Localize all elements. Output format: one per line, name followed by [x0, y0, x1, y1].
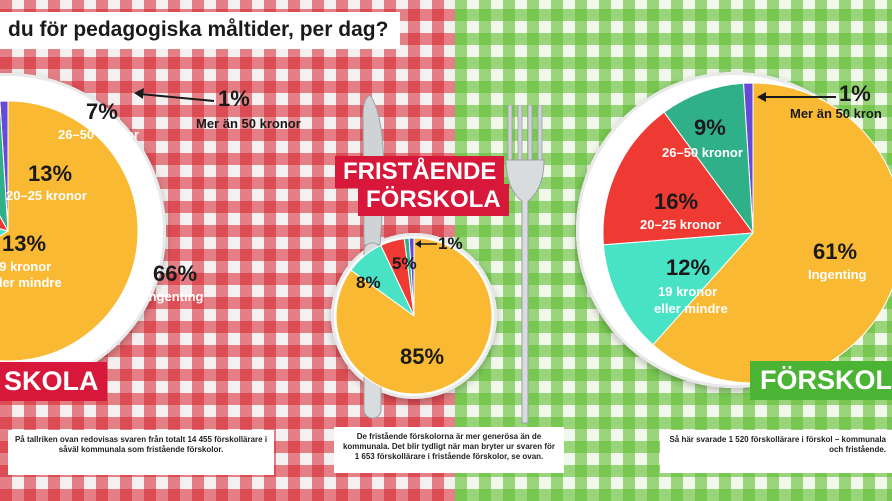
slice-ingenting [335, 237, 493, 395]
middle-note: De fristående förskolorna är mer generös… [334, 427, 564, 473]
left-twentysix-pct: 7% [86, 99, 118, 124]
left-note: På tallriken ovan redovisas svaren från … [8, 430, 274, 475]
right-note: Så här svarade 1 520 förskollärare i för… [660, 430, 892, 473]
right-ingenting-label: Ingenting [808, 267, 867, 282]
slice-ingenting [0, 100, 139, 362]
right-twenty-label: 20–25 kronor [640, 217, 721, 232]
right-twenty-pct: 16% [654, 189, 699, 214]
left-tag: SKOLA [0, 362, 107, 401]
slice-19-or-less [602, 232, 755, 346]
right-fifty-label: Mer än 50 kron [790, 106, 882, 121]
right-fifty-pct: 1% [839, 81, 871, 106]
left-fifty-pct: 1% [218, 86, 250, 111]
left-twenty-label: 20–25 kronor [6, 188, 87, 203]
right-nineteen-pct: 12% [666, 255, 711, 280]
right-nineteen-label-1: 19 kronor [658, 284, 718, 299]
left-fifty-label: Mer än 50 kronor [196, 116, 301, 131]
arrow-left [139, 93, 215, 102]
page-title: du för pedagogiska måltider, per dag? [0, 12, 401, 49]
fork-icon [505, 105, 545, 424]
middle-tag-line-2: FÖRSKOLA [358, 184, 509, 216]
middle-nineteen-pct: 8% [356, 273, 381, 292]
left-ingenting-pct: 66% [153, 261, 198, 286]
middle-tag-line-1: FRISTÅENDE [335, 156, 505, 188]
slice-20-25 [0, 215, 9, 232]
slice-26-50 [0, 100, 9, 232]
left-ingenting-label: Ingenting [145, 289, 204, 304]
right-nineteen-label-2: eller mindre [654, 301, 728, 316]
right-tag: FÖRSKOLE [750, 361, 892, 400]
left-twenty-pct: 13% [28, 161, 73, 186]
right-ingenting-pct: 61% [813, 239, 858, 264]
middle-fifty-pct: 1% [438, 234, 463, 253]
slice-26-50 [663, 82, 754, 235]
left-nineteen-label-1: 19 kronor [0, 259, 52, 274]
right-twentysix-pct: 9% [694, 115, 726, 140]
left-nineteen-label-2: eller mindre [0, 275, 62, 290]
right-twentysix-label: 26–50 kronor [662, 145, 743, 160]
left-nineteen-pct: 13% [2, 231, 47, 256]
slice-20-25 [602, 111, 754, 246]
middle-twenty-pct: 5% [392, 254, 417, 273]
middle-ingenting-pct: 85% [400, 344, 445, 369]
slice-ingenting [652, 82, 892, 384]
left-twentysix-label: 26–50 kronor [58, 127, 139, 142]
